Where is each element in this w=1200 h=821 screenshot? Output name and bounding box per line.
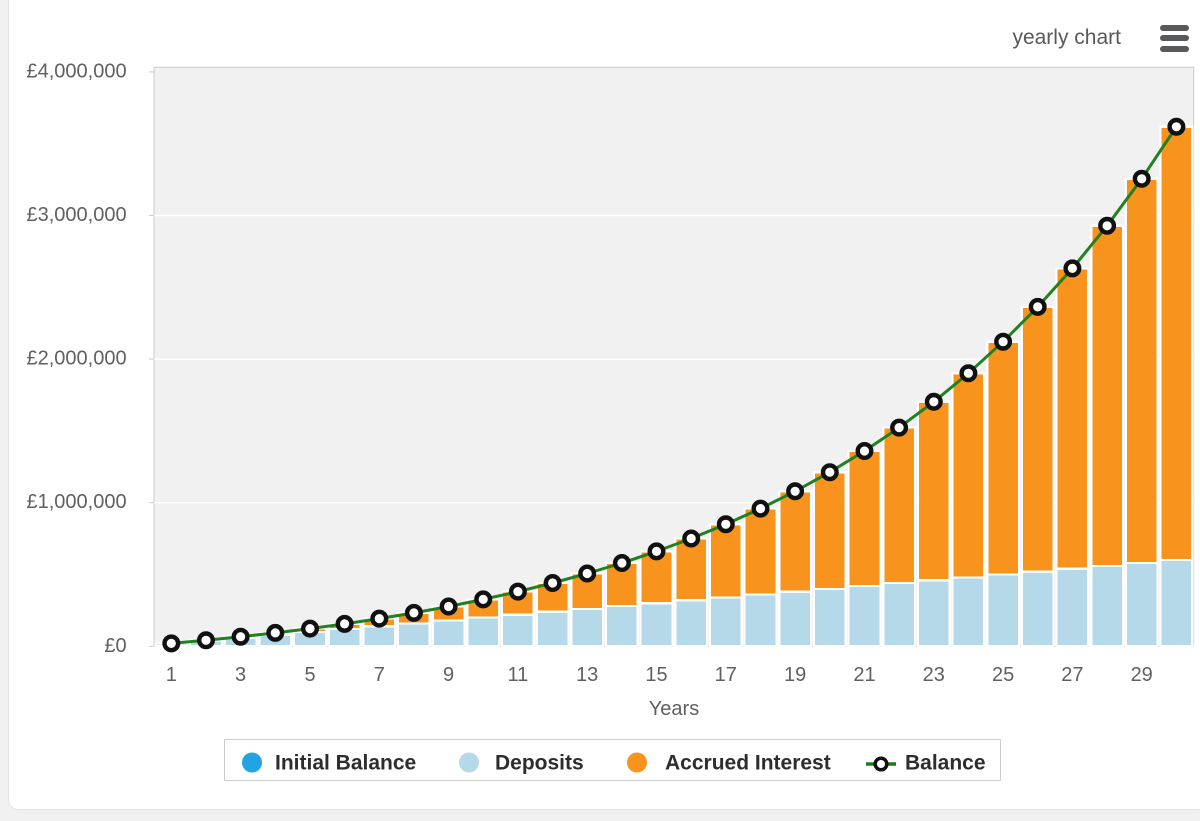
svg-text:£3,000,000: £3,000,000: [26, 204, 126, 226]
svg-text:7: 7: [374, 664, 385, 686]
svg-text:3: 3: [235, 664, 246, 686]
svg-text:29: 29: [1131, 664, 1153, 686]
svg-text:21: 21: [853, 664, 875, 686]
svg-text:9: 9: [443, 664, 454, 686]
svg-text:Years: Years: [649, 698, 699, 720]
svg-text:25: 25: [992, 664, 1014, 686]
svg-text:11: 11: [508, 664, 529, 686]
svg-text:Deposits: Deposits: [495, 752, 584, 775]
svg-text:5: 5: [304, 664, 315, 686]
svg-text:£1,000,000: £1,000,000: [26, 491, 126, 513]
svg-text:£0: £0: [104, 635, 126, 657]
svg-text:£2,000,000: £2,000,000: [26, 348, 126, 370]
svg-text:23: 23: [923, 664, 945, 686]
svg-text:Accrued Interest: Accrued Interest: [665, 752, 831, 775]
svg-text:£4,000,000: £4,000,000: [26, 60, 126, 82]
svg-text:17: 17: [715, 664, 737, 686]
svg-text:15: 15: [645, 664, 667, 686]
svg-text:19: 19: [784, 664, 806, 686]
svg-text:13: 13: [576, 664, 598, 686]
svg-text:1: 1: [166, 664, 177, 686]
svg-text:Initial Balance: Initial Balance: [275, 752, 416, 775]
svg-text:27: 27: [1061, 664, 1083, 686]
svg-text:Balance: Balance: [905, 752, 986, 775]
